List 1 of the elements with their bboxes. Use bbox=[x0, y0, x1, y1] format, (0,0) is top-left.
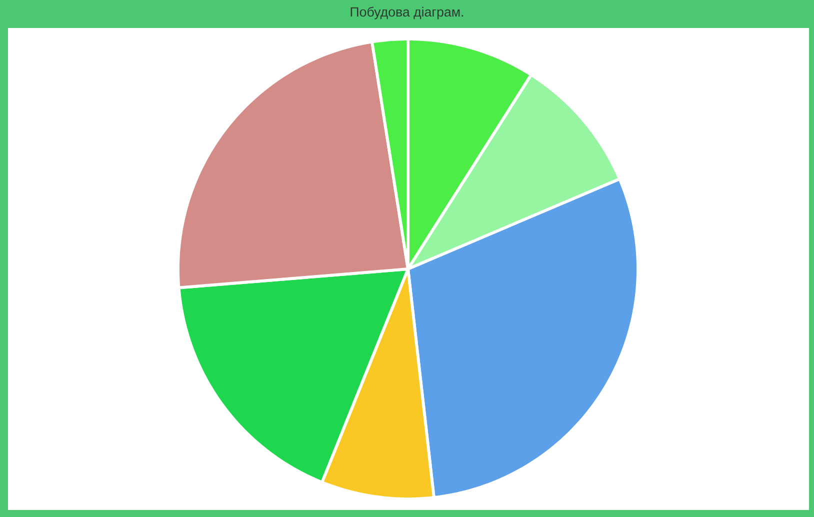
chart-title: Побудова діаграм. bbox=[350, 6, 464, 20]
